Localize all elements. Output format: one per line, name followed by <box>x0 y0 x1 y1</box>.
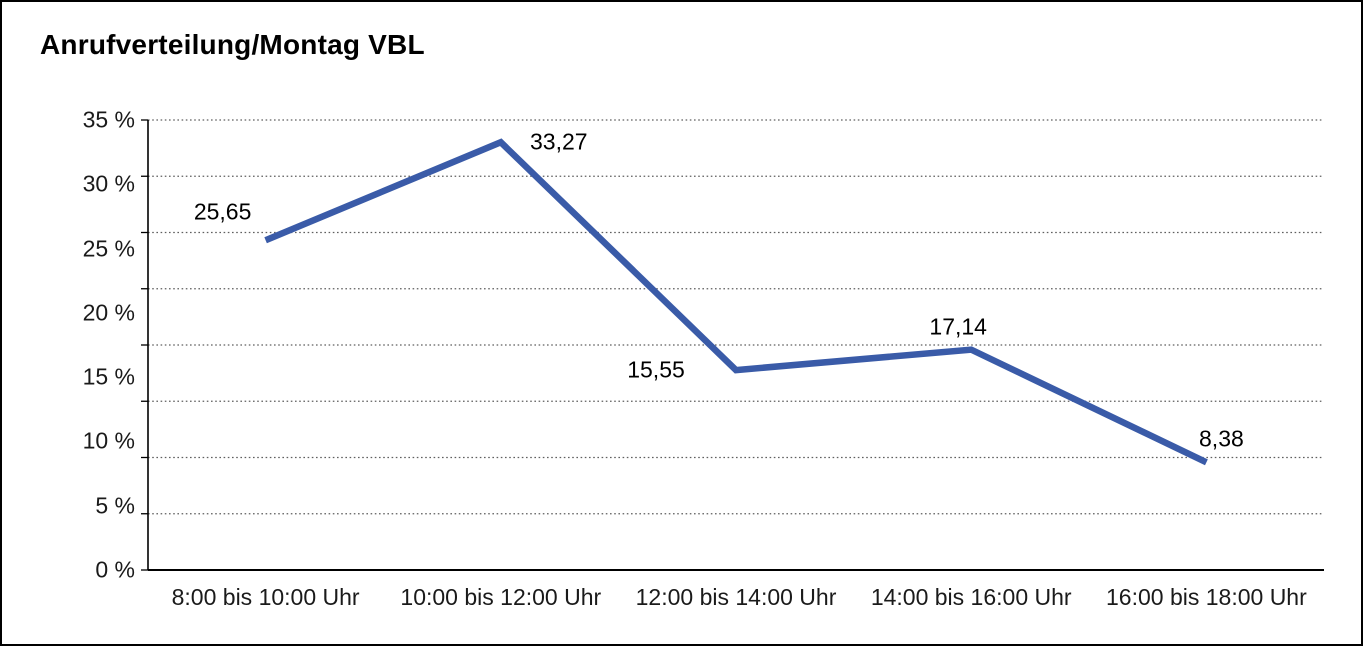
data-point-label: 15,55 <box>627 356 685 383</box>
y-axis-tick-label: 5 % <box>95 492 135 519</box>
chart-title: Anrufverteilung/Montag VBL <box>40 29 425 60</box>
data-point-label: 8,38 <box>1199 425 1244 452</box>
y-axis-tick-label: 15 % <box>82 363 135 390</box>
data-line <box>264 138 1208 466</box>
data-point-label: 25,65 <box>193 198 252 225</box>
x-axis-category-label: 8:00 bis 10:00 Uhr <box>171 584 360 610</box>
data-point-label: 17,14 <box>929 313 987 340</box>
x-axis-category-label: 10:00 bis 12:00 Uhr <box>400 584 602 610</box>
y-axis-tick-label: 0 % <box>95 556 135 583</box>
y-axis-tick-label: 30 % <box>82 170 135 197</box>
y-axis-tick-label: 25 % <box>82 235 135 262</box>
y-axis-tick-label: 10 % <box>82 427 135 454</box>
x-axis-category-label: 14:00 bis 16:00 Uhr <box>870 584 1072 610</box>
y-axis-tick-label: 35 % <box>82 106 135 133</box>
y-axis-tick-label: 20 % <box>82 299 135 326</box>
x-axis-category-label: 12:00 bis 14:00 Uhr <box>635 584 837 610</box>
x-axis-category-label: 16:00 bis 18:00 Uhr <box>1106 584 1307 610</box>
data-point-label: 33,27 <box>530 128 588 155</box>
